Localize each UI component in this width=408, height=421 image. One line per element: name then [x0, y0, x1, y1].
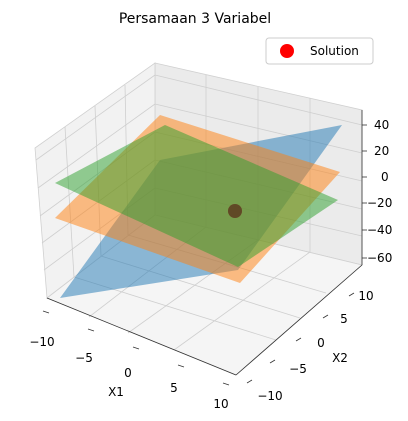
x-tick-label: 10 — [213, 397, 228, 411]
plane-3 — [55, 125, 338, 267]
legend-marker — [280, 44, 294, 58]
y-tick-label: −5 — [289, 362, 307, 376]
legend-box — [265, 37, 374, 65]
z-tick-label: 0 — [381, 170, 389, 184]
z-tick-label: 20 — [374, 144, 389, 158]
y-tick-label: −10 — [257, 389, 282, 403]
y-tick-label: 10 — [358, 289, 373, 303]
legend: Solution — [265, 37, 374, 65]
y-tick-label: 0 — [317, 336, 325, 350]
z-tick-label: −60 — [367, 251, 392, 265]
z-tick-label: 40 — [374, 118, 389, 132]
x-tick-label: −10 — [29, 335, 54, 349]
x-tick-label: 5 — [170, 381, 178, 395]
y-tick-label: 5 — [340, 312, 348, 326]
y-axis-label: X2 — [332, 351, 348, 365]
x-ticks: −10 −5 0 5 10 — [29, 310, 230, 411]
z-ticks: −60 −40 −20 0 20 40 — [362, 118, 392, 265]
x-tick-label: −5 — [75, 351, 93, 365]
x-axis-label: X1 — [108, 385, 124, 399]
chart-title: Persamaan 3 Variabel — [119, 11, 271, 27]
y-ticks: −10 −5 0 5 10 — [246, 289, 374, 403]
z-tick-label: −40 — [367, 223, 392, 237]
solution-point-shade — [228, 204, 242, 218]
legend-label: Solution — [310, 44, 359, 58]
axis-edges — [46, 110, 363, 376]
z-tick-label: −20 — [367, 196, 392, 210]
x-tick-label: 0 — [124, 366, 132, 380]
